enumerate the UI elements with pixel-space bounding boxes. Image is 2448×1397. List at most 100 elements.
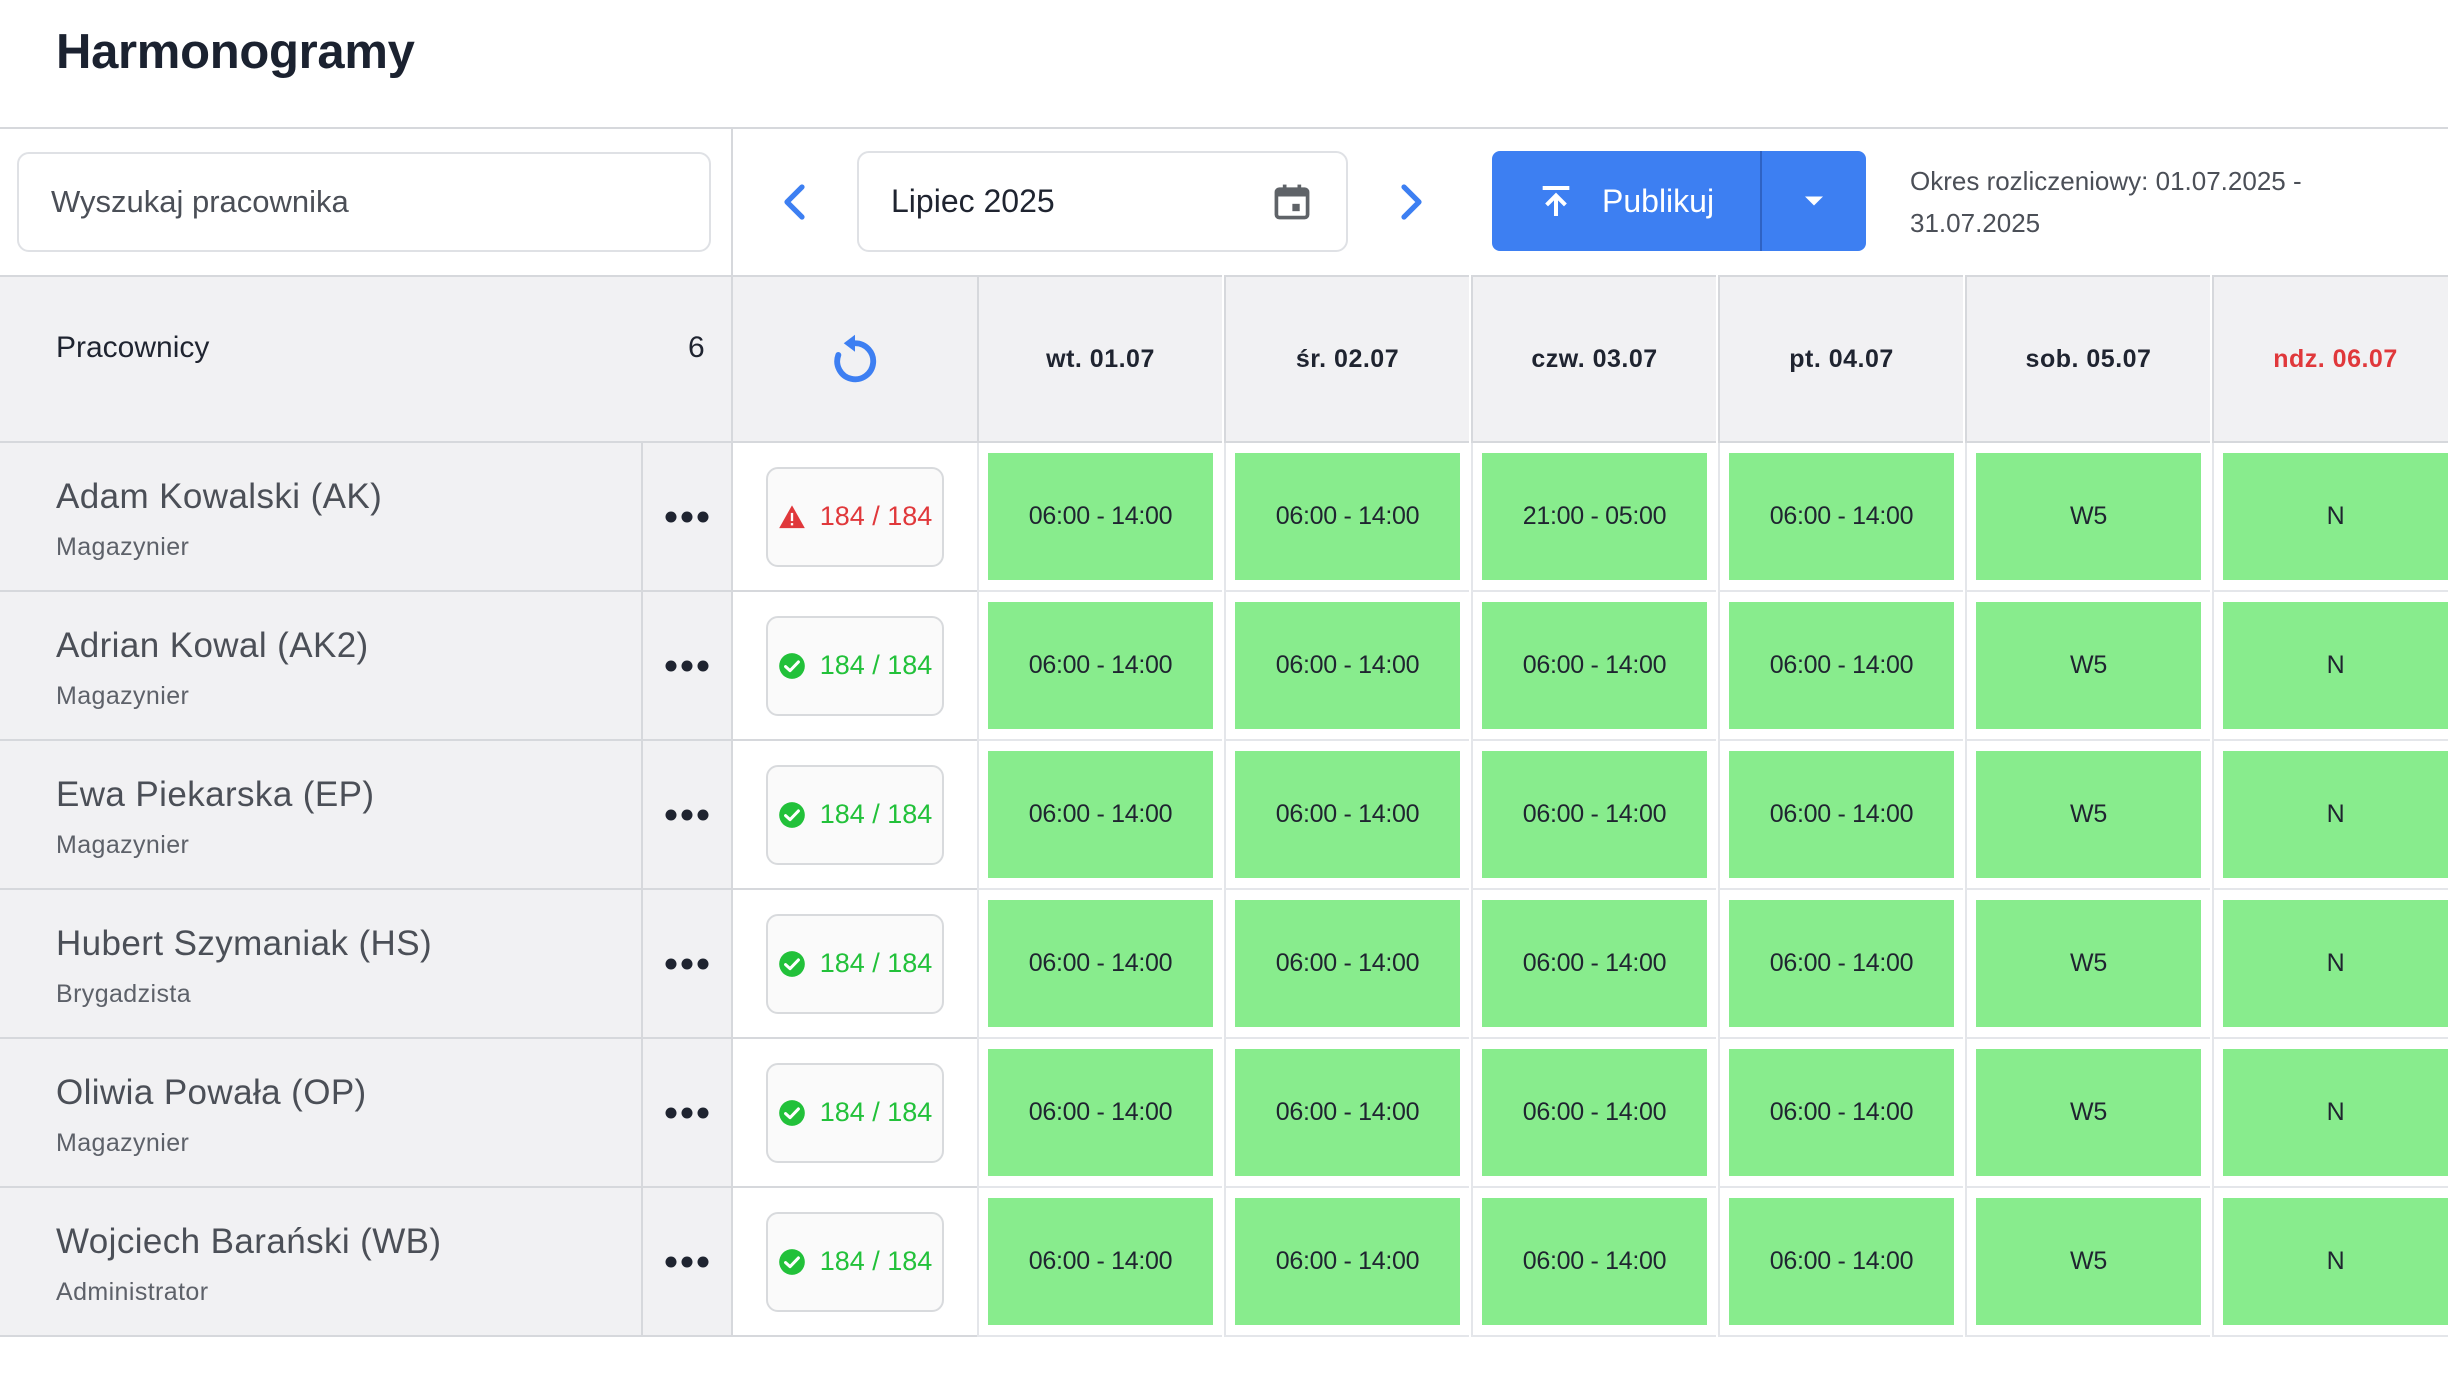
employee-cell[interactable]: Adrian Kowal (AK2) Magazynier — [0, 592, 641, 741]
shift-block[interactable]: N — [2223, 751, 2448, 878]
shift-block[interactable]: 06:00 - 14:00 — [1482, 1049, 1707, 1176]
calendar-icon[interactable] — [1270, 180, 1314, 224]
row-menu-button[interactable] — [641, 592, 731, 741]
publish-separator — [1760, 151, 1762, 251]
shift-block[interactable]: 21:00 - 05:00 — [1482, 453, 1707, 580]
employee-cell[interactable]: Ewa Piekarska (EP) Magazynier — [0, 741, 641, 890]
employee-cell[interactable]: Hubert Szymaniak (HS) Brygadzista — [0, 890, 641, 1039]
shift-block[interactable]: W5 — [1976, 453, 2201, 580]
day-cell: 06:00 - 14:00 — [1718, 1188, 1963, 1337]
shift-block[interactable]: N — [2223, 1198, 2448, 1325]
row-menu-button[interactable] — [641, 741, 731, 890]
employee-role: Brygadzista — [56, 980, 192, 1008]
shift-block[interactable]: W5 — [1976, 900, 2201, 1027]
row-menu-button[interactable] — [641, 443, 731, 592]
hours-badge[interactable]: 184 / 184 — [766, 764, 944, 865]
shift-block[interactable]: 06:00 - 14:00 — [1729, 1198, 1954, 1325]
hours-badge[interactable]: 184 / 184 — [766, 913, 944, 1014]
employee-row: Adam Kowalski (AK) Magazynier 184 / 184 06:… — [0, 443, 2448, 592]
shift-block[interactable]: 06:00 - 14:00 — [1729, 751, 1954, 878]
hours-cell: 184 / 184 — [731, 592, 977, 741]
employee-cell[interactable]: Adam Kowalski (AK) Magazynier — [0, 443, 641, 592]
hours-value: 184 / 184 — [819, 501, 933, 531]
refresh-header — [731, 275, 977, 443]
shift-block[interactable]: 06:00 - 14:00 — [988, 751, 1213, 878]
day-cell: W5 — [1965, 741, 2210, 890]
next-month-button[interactable] — [1384, 175, 1438, 229]
day-cell: 06:00 - 14:00 — [977, 1188, 1222, 1337]
hours-badge[interactable]: 184 / 184 — [766, 615, 944, 716]
shift-block[interactable]: 06:00 - 14:00 — [1235, 751, 1460, 878]
shift-block[interactable]: W5 — [1976, 602, 2201, 729]
hours-cell: 184 / 184 — [731, 741, 977, 890]
publish-button[interactable]: Publikuj — [1492, 151, 1760, 251]
publish-button-group: Publikuj — [1492, 151, 1866, 251]
publish-label: Publikuj — [1602, 182, 1715, 219]
day-cell: 06:00 - 14:00 — [1718, 443, 1963, 592]
day-cell: 06:00 - 14:00 — [977, 890, 1222, 1039]
shift-block[interactable]: 06:00 - 14:00 — [1235, 602, 1460, 729]
day-cell: N — [2212, 890, 2448, 1039]
row-menu-button[interactable] — [641, 1039, 731, 1188]
shift-block[interactable]: N — [2223, 453, 2448, 580]
shift-block[interactable]: 06:00 - 14:00 — [1482, 602, 1707, 729]
shift-block[interactable]: N — [2223, 900, 2448, 1027]
employee-role: Magazynier — [56, 682, 190, 710]
day-cell: 06:00 - 14:00 — [1471, 1039, 1716, 1188]
shift-block[interactable]: 06:00 - 14:00 — [1729, 1049, 1954, 1176]
shift-block[interactable]: 06:00 - 14:00 — [1235, 900, 1460, 1027]
employees-count: 6 — [688, 331, 705, 364]
header-divider — [0, 127, 2448, 129]
refresh-icon[interactable] — [828, 332, 882, 386]
hours-cell: 184 / 184 — [731, 443, 977, 592]
shift-block[interactable]: 06:00 - 14:00 — [988, 602, 1213, 729]
shift-block[interactable]: 06:00 - 14:00 — [988, 900, 1213, 1027]
row-menu-button[interactable] — [641, 890, 731, 1039]
shift-block[interactable]: 06:00 - 14:00 — [1729, 453, 1954, 580]
hours-value: 184 / 184 — [819, 650, 933, 680]
check-circle-icon — [778, 1248, 805, 1275]
employee-cell[interactable]: Wojciech Barański (WB) Administrator — [0, 1188, 641, 1337]
billing-period: Okres rozliczeniowy: 01.07.2025 - 31.07.… — [1910, 166, 2302, 238]
publish-dropdown-button[interactable] — [1762, 151, 1866, 251]
day-header: ndz. 06.07 — [2212, 275, 2448, 443]
hours-badge[interactable]: 184 / 184 — [766, 1062, 944, 1163]
shift-block[interactable]: 06:00 - 14:00 — [1482, 1198, 1707, 1325]
shift-block[interactable]: 06:00 - 14:00 — [1482, 900, 1707, 1027]
page-title: Harmonogramy — [56, 25, 415, 79]
hours-value: 184 / 184 — [819, 799, 933, 829]
shift-block[interactable]: 06:00 - 14:00 — [988, 1049, 1213, 1176]
day-cell: N — [2212, 443, 2448, 592]
shift-block[interactable]: W5 — [1976, 1198, 2201, 1325]
shift-block[interactable]: 06:00 - 14:00 — [1482, 751, 1707, 878]
shift-block[interactable]: W5 — [1976, 751, 2201, 878]
day-cell: W5 — [1965, 1039, 2210, 1188]
shift-block[interactable]: 06:00 - 14:00 — [1235, 1198, 1460, 1325]
shift-block[interactable]: 06:00 - 14:00 — [1729, 900, 1954, 1027]
shift-block[interactable]: 06:00 - 14:00 — [1729, 602, 1954, 729]
prev-month-button[interactable] — [768, 175, 822, 229]
employee-cell[interactable]: Oliwia Powała (OP) Magazynier — [0, 1039, 641, 1188]
month-picker[interactable]: Lipiec 2025 — [857, 151, 1348, 252]
shift-block[interactable]: 06:00 - 14:00 — [988, 1198, 1213, 1325]
shift-block[interactable]: 06:00 - 14:00 — [988, 453, 1213, 580]
shift-block[interactable]: 06:00 - 14:00 — [1235, 1049, 1460, 1176]
day-cell: 06:00 - 14:00 — [1471, 890, 1716, 1039]
employee-row: Wojciech Barański (WB) Administrator 184 /… — [0, 1188, 2448, 1337]
employee-name: Oliwia Powała (OP) — [56, 1073, 367, 1112]
hours-badge[interactable]: 184 / 184 — [766, 466, 944, 567]
hours-badge[interactable]: 184 / 184 — [766, 1211, 944, 1312]
search-input[interactable] — [17, 152, 711, 252]
day-cell: 06:00 - 14:00 — [1718, 890, 1963, 1039]
day-cell: 06:00 - 14:00 — [1718, 592, 1963, 741]
employee-role: Magazynier — [56, 533, 190, 561]
row-menu-button[interactable] — [641, 1188, 731, 1337]
more-options-icon — [665, 1107, 709, 1118]
shift-block[interactable]: 06:00 - 14:00 — [1235, 453, 1460, 580]
shift-block[interactable]: N — [2223, 1049, 2448, 1176]
shift-block[interactable]: W5 — [1976, 1049, 2201, 1176]
chevron-left-icon — [784, 184, 805, 220]
day-cell: N — [2212, 741, 2448, 890]
day-cell: W5 — [1965, 1188, 2210, 1337]
shift-block[interactable]: N — [2223, 602, 2448, 729]
